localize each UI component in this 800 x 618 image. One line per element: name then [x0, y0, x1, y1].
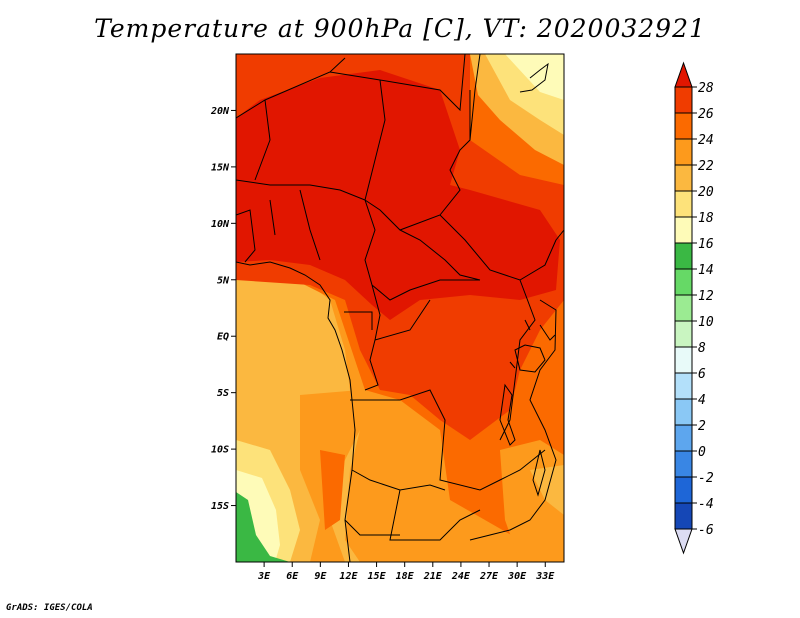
colorbar-label: 0	[698, 445, 706, 460]
colorbar-label: -4	[698, 497, 714, 512]
lat-tick-label: 15S	[211, 501, 229, 512]
colorbar-label: 16	[698, 237, 714, 252]
border-lines	[236, 54, 564, 541]
temperature-field	[236, 54, 564, 562]
colorbar-label: 26	[698, 107, 714, 122]
lon-tick-label: 18E	[396, 571, 415, 582]
lon-tick-label: 24E	[451, 571, 471, 582]
field-namibia-24	[320, 450, 345, 530]
colorbar-swatch	[674, 502, 693, 530]
colorbar-label: 20	[698, 185, 714, 200]
colorbar-swatch	[674, 112, 693, 140]
colorbar-swatch	[674, 242, 693, 270]
colorbar-label: 4	[698, 393, 706, 408]
coastline-west	[236, 261, 356, 562]
lon-tick-label: 9E	[314, 571, 327, 582]
colorbar-swatch	[674, 450, 693, 478]
field-se-20	[530, 465, 564, 515]
colorbar-label: 6	[698, 367, 706, 382]
lon-tick-label: 30E	[507, 571, 527, 582]
colorbar-label: -2	[698, 471, 714, 486]
rift-lakes	[509, 319, 556, 369]
colorbar-swatch	[674, 294, 693, 322]
latitude-axis: 20N 15N 10N 5N EQ 5S 10S 15S	[210, 106, 236, 512]
colorbar-label: -6	[698, 523, 714, 538]
colorbar-label: 12	[698, 289, 714, 304]
colorbar-swatch	[674, 216, 693, 244]
lon-tick-label: 33E	[535, 571, 555, 582]
field-sw-14	[236, 492, 290, 562]
colorbar-label: 24	[698, 133, 714, 148]
colorbar-swatch	[674, 476, 693, 504]
colorbar-swatch	[674, 86, 693, 114]
colorbar-swatch	[674, 138, 693, 166]
map-title: Temperature at 900hPa [C], VT: 202003292…	[94, 14, 706, 43]
lat-tick-label: 20N	[210, 106, 230, 117]
colorbar-swatch	[674, 164, 693, 192]
lon-tick-label: 6E	[286, 571, 299, 582]
colorbar-label: 8	[698, 341, 706, 356]
lake-victoria	[514, 344, 546, 373]
colorbar-label: 28	[698, 81, 714, 96]
lat-tick-label: 10N	[211, 219, 230, 230]
lat-tick-label: 5S	[217, 388, 229, 399]
borders	[236, 54, 564, 562]
lon-tick-label: 15E	[368, 571, 387, 582]
colorbar-swatch	[674, 424, 693, 452]
colorbar-under-arrow	[674, 528, 693, 555]
colorbar-swatch	[674, 320, 693, 348]
colorbar-swatch	[674, 190, 693, 218]
colorbar-label: 22	[698, 159, 714, 174]
lon-tick-label: 3E	[257, 571, 271, 582]
coastline-northeast	[519, 62, 549, 93]
field-ne-core	[505, 54, 564, 100]
colorbar-over-arrow	[674, 61, 693, 88]
grads-credit: GrADS: IGES/COLA	[6, 603, 93, 613]
colorbar-label: 18	[698, 211, 714, 226]
lon-tick-label: 27E	[479, 571, 499, 582]
lon-tick-label: 21E	[423, 571, 443, 582]
map-frame	[235, 53, 565, 563]
colorbar-swatch	[674, 346, 693, 374]
lat-tick-label: 15N	[211, 162, 230, 173]
colorbar-swatch	[674, 372, 693, 400]
longitude-axis: 3E 6E 9E 12E 15E 18E 21E 24E 27E 30E 33E	[257, 562, 555, 582]
lon-tick-label: 12E	[339, 571, 358, 582]
colorbar-label: 14	[698, 263, 714, 278]
lake-malawi	[532, 449, 546, 497]
lat-tick-label: EQ	[217, 332, 229, 343]
lat-tick-label: 10S	[211, 445, 229, 456]
colorbar-label: 2	[698, 419, 706, 434]
lake-tanganyika	[499, 383, 516, 446]
colorbar-label: 10	[698, 315, 714, 330]
colorbar-swatch	[674, 398, 693, 426]
colorbar-swatch	[674, 268, 693, 296]
lat-tick-label: 5N	[217, 275, 230, 286]
